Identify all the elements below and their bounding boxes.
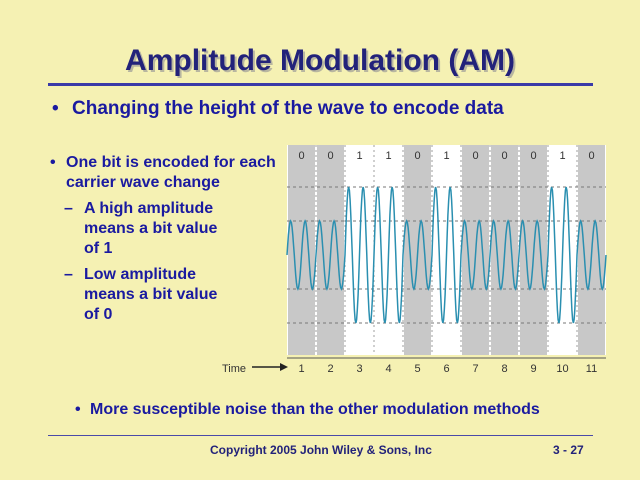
time-tick-label: 11 xyxy=(586,363,597,375)
dash-marker: – xyxy=(64,200,73,217)
bit-label: 1 xyxy=(559,150,565,162)
bullet-dot: • xyxy=(52,98,59,119)
bullet-item: • One bit is encoded for each carrier wa… xyxy=(50,153,280,193)
time-tick-label: 5 xyxy=(414,363,420,375)
time-tick-label: 8 xyxy=(501,363,507,375)
main-bullet-text: Changing the height of the wave to encod… xyxy=(72,98,504,119)
bit-label: 0 xyxy=(588,150,594,162)
time-tick-label: 10 xyxy=(556,363,568,375)
bit-label: 1 xyxy=(443,150,449,162)
time-tick-label: 9 xyxy=(530,363,536,375)
bottom-bullet: • More susceptible noise than the other m… xyxy=(75,401,540,419)
sub-bullet-item: – Low amplitude means a bit value of 0 xyxy=(64,265,234,325)
bullet-text: One bit is encoded for each carrier wave… xyxy=(66,154,276,191)
time-arrow-head xyxy=(280,363,288,371)
bit-label: 0 xyxy=(298,150,304,162)
time-tick-label: 2 xyxy=(327,363,333,375)
bit-label: 0 xyxy=(472,150,478,162)
bit-label: 0 xyxy=(530,150,536,162)
main-bullet: • Changing the height of the wave to enco… xyxy=(52,98,504,120)
page-number: 3 - 27 xyxy=(553,443,584,457)
time-tick-label: 4 xyxy=(385,363,391,375)
left-bullet-list: • One bit is encoded for each carrier wa… xyxy=(50,153,280,325)
time-tick-label: 1 xyxy=(298,363,304,375)
time-tick-label: 6 xyxy=(443,363,449,375)
bit-label: 0 xyxy=(501,150,507,162)
am-waveform xyxy=(286,186,607,324)
bullet-dot: • xyxy=(50,154,56,171)
bottom-bullet-text: More susceptible noise than the other mo… xyxy=(90,401,540,418)
sub-bullet-text: A high amplitude means a bit value of 1 xyxy=(84,200,218,257)
slide-title: Amplitude Modulation (AM) xyxy=(125,44,515,77)
sub-bullet-text: Low amplitude means a bit value of 0 xyxy=(84,266,218,323)
title-underline xyxy=(48,83,593,86)
time-tick-label: 7 xyxy=(472,363,478,375)
bit-label: 1 xyxy=(385,150,391,162)
bit-label: 1 xyxy=(356,150,362,162)
dash-marker: – xyxy=(64,266,73,283)
bit-label: 0 xyxy=(414,150,420,162)
bit-label: 0 xyxy=(327,150,333,162)
time-axis-label: Time xyxy=(222,363,246,375)
copyright-footer: Copyright 2005 John Wiley & Sons, Inc xyxy=(210,443,432,457)
footer-rule xyxy=(48,435,593,436)
time-tick-label: 3 xyxy=(356,363,362,375)
bullet-dot: • xyxy=(75,401,81,418)
sub-bullet-item: – A high amplitude means a bit value of … xyxy=(64,199,234,259)
